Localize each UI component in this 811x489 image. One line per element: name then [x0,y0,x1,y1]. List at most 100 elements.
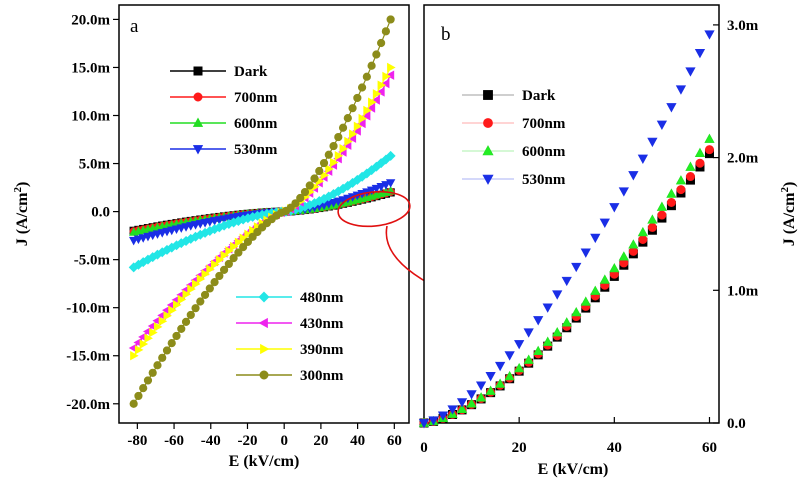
data-point [542,336,553,346]
panel-a-y-title-sup: 2 [12,187,24,193]
data-point [177,294,187,305]
x-tick-label: -20 [237,433,257,449]
data-point [334,132,343,142]
legend-entry-600nm: 600nm [170,116,278,132]
x-tick-label: -80 [127,433,147,449]
data-point [666,103,677,113]
data-point [561,276,572,287]
data-point [628,171,639,181]
data-point [219,265,229,274]
data-point [580,296,591,306]
data-point [447,405,458,415]
panel-b-x-axis-title: E (kV/cm) [538,461,609,478]
data-point [153,322,163,332]
legend-marker [192,117,204,127]
data-point [495,361,506,372]
data-point [334,151,344,161]
panel-a-x-axis-title: E (kV/cm) [229,453,300,470]
data-point [657,210,667,220]
data-point [590,233,601,244]
legend-label: 530nm [522,172,566,188]
data-point [143,376,153,385]
data-point [234,248,243,257]
panel-b-y-title-text: J (A/cm [781,192,798,246]
data-point [192,279,201,289]
data-point [552,290,563,300]
data-point [172,300,182,310]
panel-b-legend: Dark 700nm 600nm 530nm [462,88,566,188]
legend-label: Dark [234,64,268,80]
data-point [239,233,249,243]
data-point [385,70,395,80]
data-point [523,354,534,364]
legend-marker [260,343,270,355]
data-point [319,158,329,168]
data-point [533,345,544,356]
data-point [139,384,148,393]
data-point [291,199,300,208]
y-tick-label: 2.0m [727,151,759,167]
data-point [485,371,496,382]
legend-label: 600nm [522,144,566,160]
data-point [172,331,181,341]
data-point [514,362,525,373]
data-point [704,30,715,40]
data-point [418,419,430,429]
panel-a-series [128,15,396,408]
legend-marker [483,118,493,128]
data-point [628,239,639,249]
data-point [181,317,191,326]
legend-label: 700nm [522,116,566,132]
data-point [339,144,349,154]
data-point [201,269,211,279]
legend-label: 700nm [234,90,278,106]
legend-entry-dark: Dark [170,64,268,80]
data-point [647,137,658,148]
data-point [377,38,386,48]
data-point [571,262,582,273]
data-point [552,327,563,337]
x-tick-label: -40 [201,433,221,449]
data-point [386,15,395,24]
data-point [168,305,177,315]
data-point [618,251,629,261]
data-point [456,403,468,414]
x-tick-label: 0 [280,433,288,449]
panel-a-y-axis-title: J (A/cm2) [12,182,31,247]
data-point [675,175,687,185]
legend-marker [193,66,203,76]
panel-a-y-title-tail: ) [14,182,31,187]
panel-b-y-title-sup: 2 [779,187,791,193]
legend-entry-530nm: 530nm [462,172,566,188]
data-point [385,150,396,161]
data-point [310,174,319,183]
data-point [647,214,658,224]
highlight-ellipse [337,190,411,228]
data-point [205,284,214,293]
data-point [229,254,238,263]
data-point [249,225,258,236]
panel-a-legend: Dark 700nm 600nm 530nm 480nm 430nm 390nm 300nm [170,64,344,384]
legend-label: Dark [522,88,556,104]
legend-entry-480nm: 480nm [236,290,344,306]
data-point [561,317,572,327]
data-point [609,262,620,273]
data-point [590,285,601,295]
data-point [382,71,391,82]
legend-label: 480nm [300,290,344,306]
legend-label: 390nm [300,342,344,358]
x-tick-label: 20 [313,433,328,449]
data-point [638,234,648,244]
data-point [162,346,172,355]
panel-b-series [418,30,715,429]
x-tick-label: 40 [607,440,622,456]
data-point [296,193,305,203]
data-point [371,184,382,194]
series-300nm [129,15,395,408]
y-tick-label: -5.0m [74,253,111,269]
y-tick-label: -15.0m [66,349,110,365]
data-point [704,133,715,143]
data-point [134,391,143,401]
legend-label: 530nm [234,142,278,158]
data-point [523,328,534,338]
